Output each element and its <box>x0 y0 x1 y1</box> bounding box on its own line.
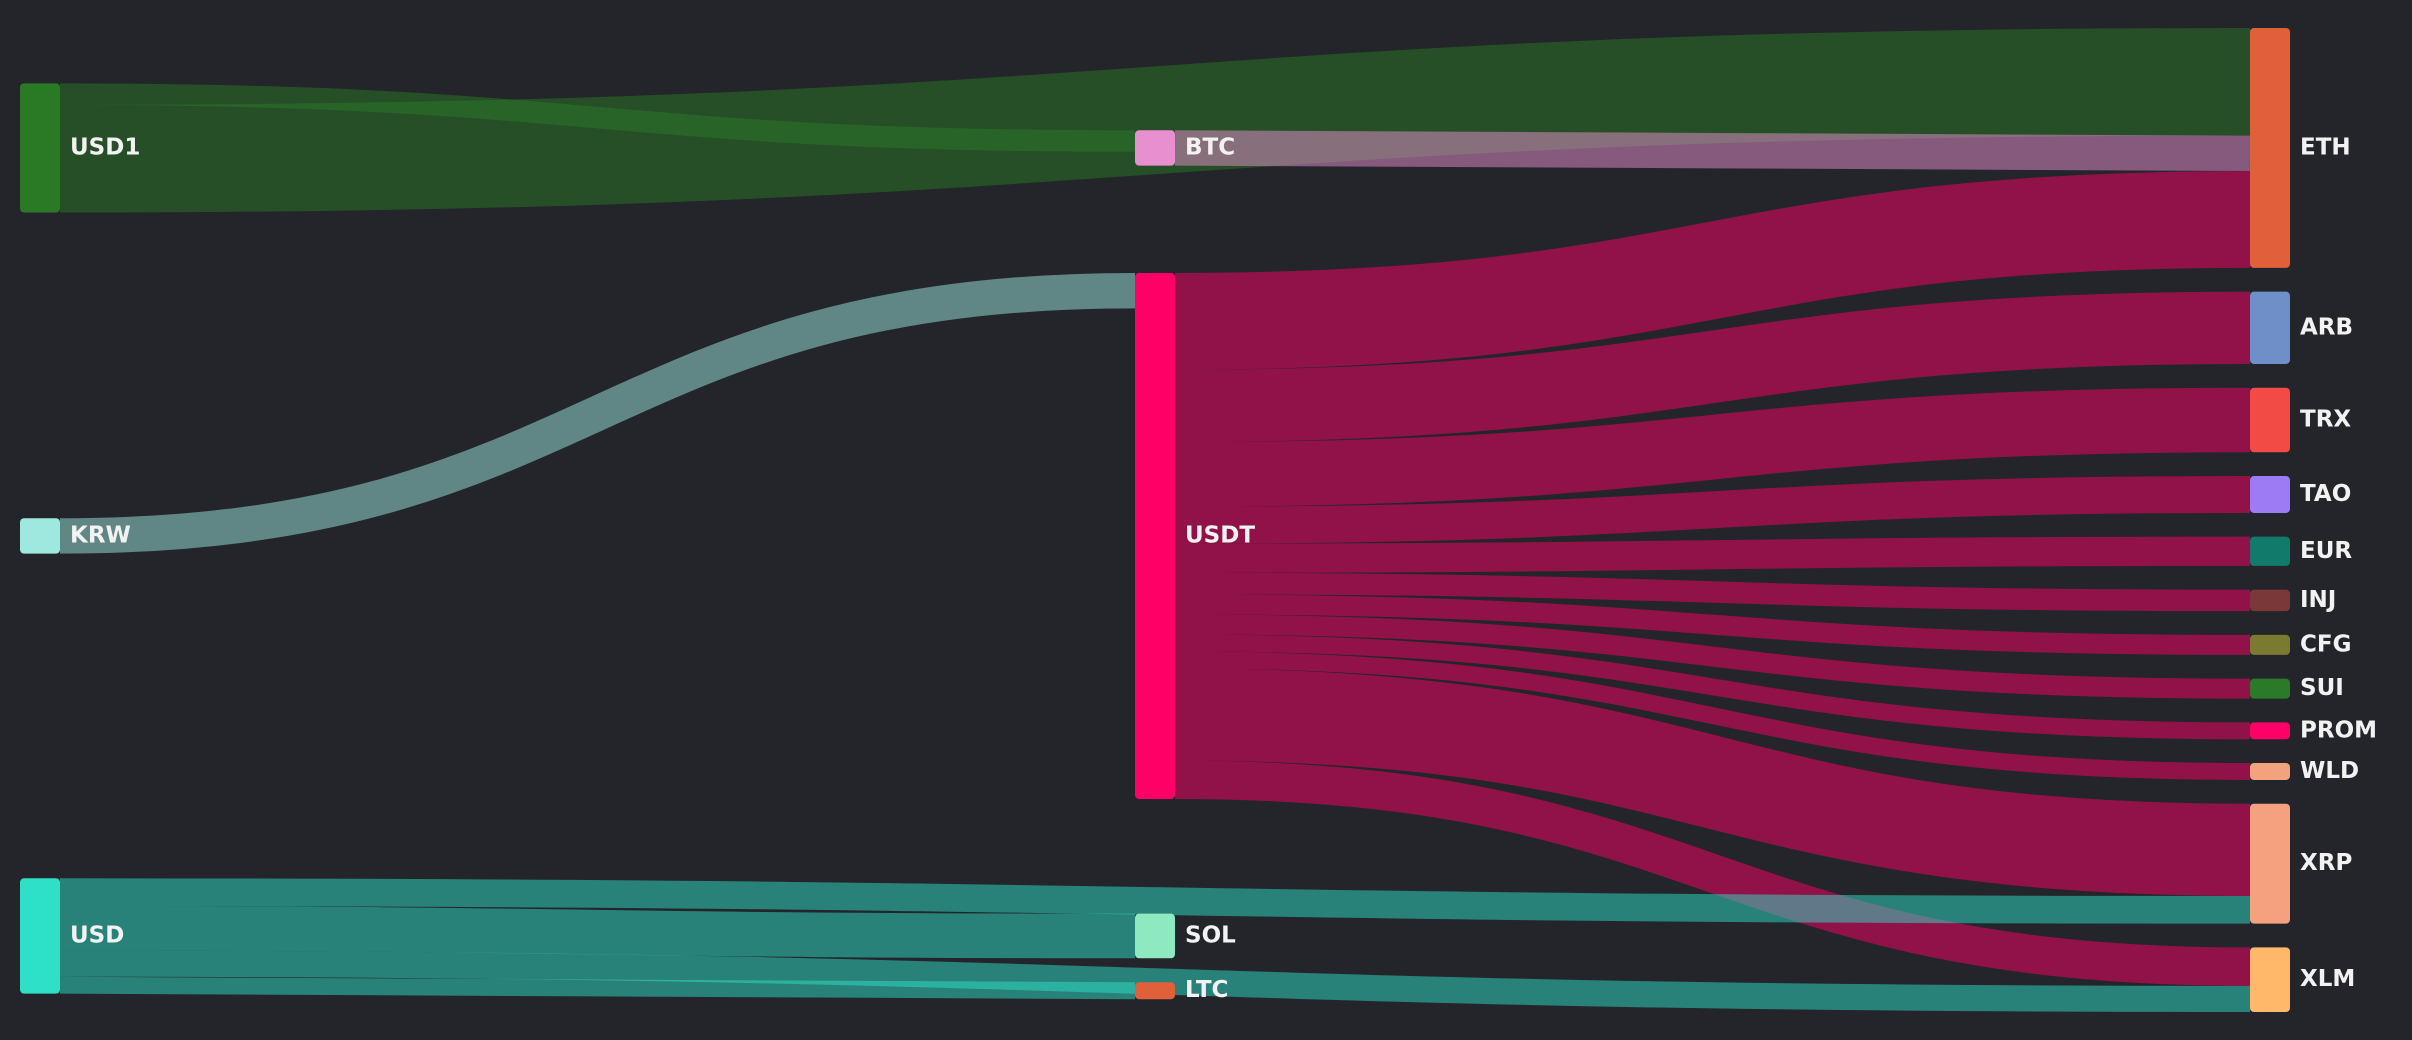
node-label: PROM <box>2300 717 2377 743</box>
node-label: EUR <box>2300 538 2352 564</box>
node <box>20 83 60 213</box>
link <box>1174 651 2251 780</box>
node <box>2250 947 2290 1012</box>
node-label: SUI <box>2300 675 2344 701</box>
node-label: TAO <box>2300 481 2351 507</box>
node-label: BTC <box>1185 134 1235 160</box>
node <box>2250 28 2290 268</box>
link <box>1174 130 2251 172</box>
node-label: INJ <box>2300 587 2336 613</box>
nodes: USD1 KRW USD BTC USDT SOL LTC ETH ARB TRX TAO EUR IN… <box>20 28 2377 1012</box>
links <box>59 28 2251 1012</box>
node <box>2250 803 2290 924</box>
node-label: WLD <box>2300 758 2359 784</box>
node-label: SOL <box>1185 922 1236 948</box>
node <box>2250 476 2290 513</box>
node-label: XLM <box>2300 966 2355 992</box>
node-label: XRP <box>2300 850 2352 876</box>
node <box>2250 291 2290 364</box>
link <box>1174 536 2251 573</box>
node <box>1135 982 1175 1000</box>
link <box>59 83 1136 152</box>
link <box>59 878 2251 924</box>
link <box>59 950 2251 1012</box>
node <box>1135 272 1175 799</box>
link <box>1174 572 2251 612</box>
node <box>2250 387 2290 453</box>
link <box>1174 634 2251 740</box>
link <box>59 272 1136 554</box>
node <box>1135 130 1175 166</box>
link <box>59 28 2251 213</box>
node-label: USDT <box>1185 522 1255 548</box>
node <box>2250 634 2290 655</box>
link <box>1174 476 2251 544</box>
link <box>59 905 1136 959</box>
node-label: ARB <box>2300 314 2353 340</box>
node <box>2250 536 2290 566</box>
node-label: LTC <box>1185 977 1228 1003</box>
node-label: TRX <box>2300 406 2351 432</box>
link <box>1174 594 2251 655</box>
link <box>1174 387 2251 507</box>
node <box>2250 589 2290 612</box>
node-label: USD1 <box>70 134 140 160</box>
link <box>1174 614 2251 699</box>
node-label: CFG <box>2300 631 2351 657</box>
link <box>1174 668 2251 896</box>
node <box>2250 763 2290 780</box>
node <box>20 518 60 554</box>
node <box>2250 678 2290 699</box>
link <box>1174 291 2251 443</box>
link <box>59 976 1136 1000</box>
node-label: ETH <box>2300 134 2351 160</box>
node <box>1135 913 1175 959</box>
link <box>1174 760 2251 986</box>
node-label: USD <box>70 922 124 948</box>
node <box>2250 722 2290 740</box>
link <box>1174 171 2251 370</box>
node-label: KRW <box>70 522 131 548</box>
node <box>20 878 60 994</box>
